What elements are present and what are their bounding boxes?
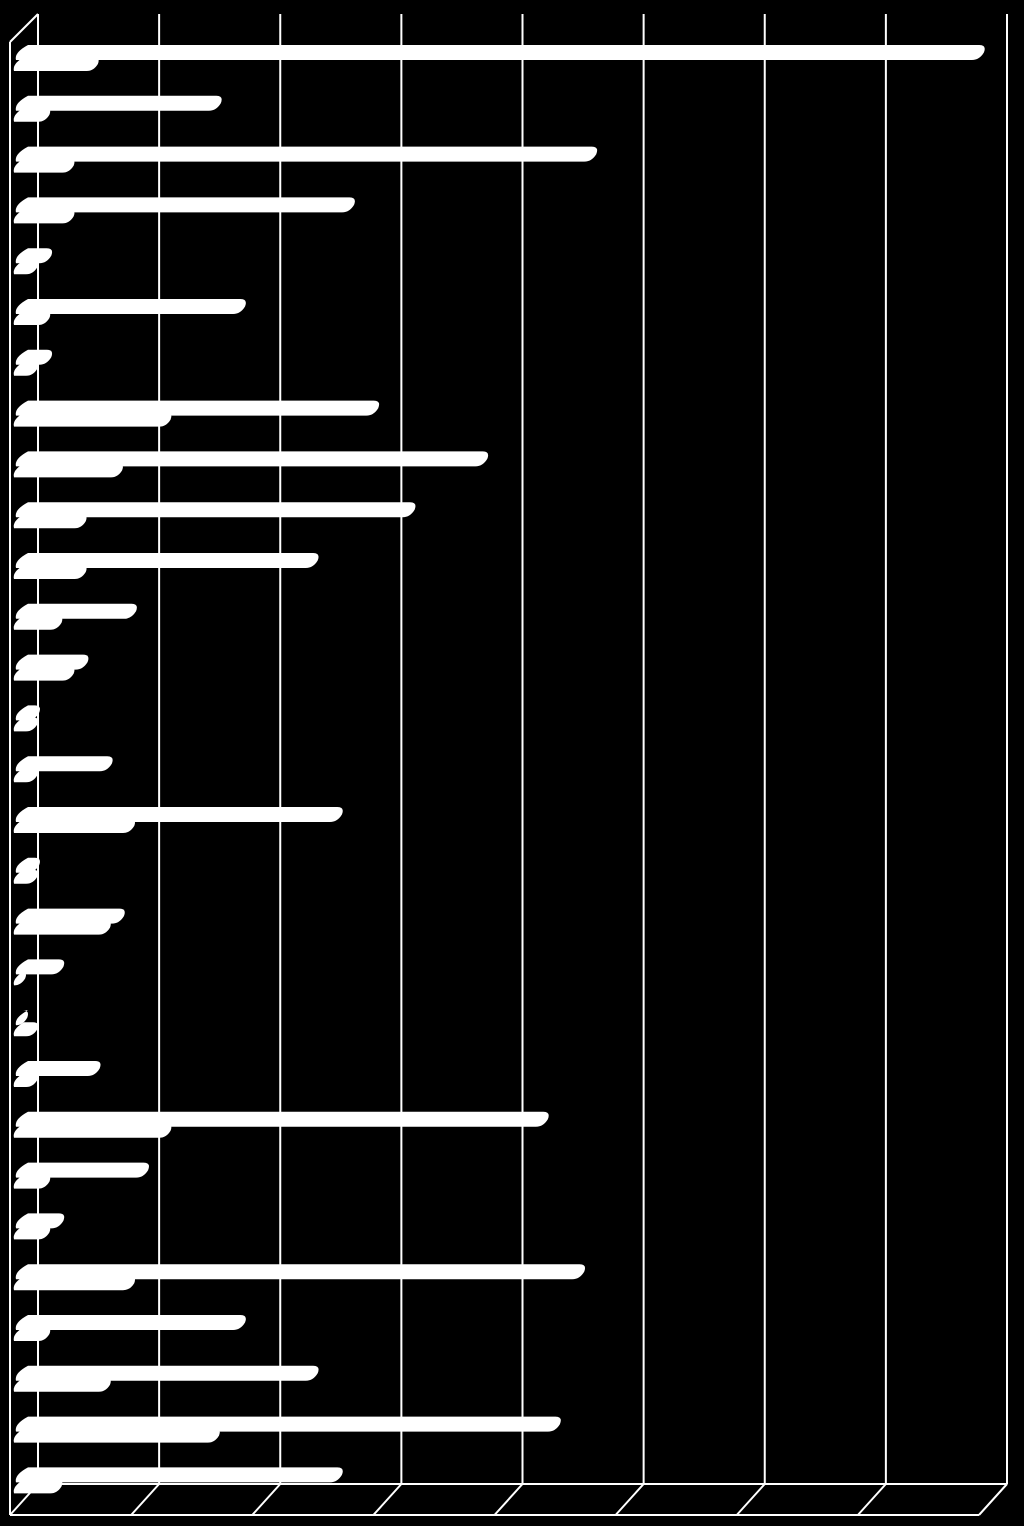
bar-series-2 xyxy=(13,615,63,630)
floor-right-edge xyxy=(978,1483,1008,1516)
bar-series-1 xyxy=(15,1315,246,1330)
floor-gridline xyxy=(130,1483,160,1516)
bar-series-2 xyxy=(13,1022,39,1037)
bar-series-2 xyxy=(13,1073,39,1087)
bar-series-2 xyxy=(13,260,39,275)
bar-series-1 xyxy=(15,451,489,467)
bar-series-2 xyxy=(13,412,172,427)
bar-series-2 xyxy=(13,361,39,376)
bar-series-1 xyxy=(15,705,40,721)
bar-series-2 xyxy=(13,819,136,833)
bar-series-1 xyxy=(15,248,53,264)
bar-series-1 xyxy=(15,756,113,772)
bar-series-2 xyxy=(13,514,87,529)
bar-series-2 xyxy=(13,869,39,884)
bar-series-1 xyxy=(15,1365,319,1381)
bar-series-1 xyxy=(15,553,319,568)
bar-series-1 xyxy=(15,1061,101,1076)
bar-series-2 xyxy=(13,1174,51,1189)
bar-series-1 xyxy=(15,502,416,518)
bar-series-1 xyxy=(15,1467,343,1483)
bar-series-2 xyxy=(13,463,123,478)
bar-series-1 xyxy=(15,400,380,416)
floor-gridline xyxy=(614,1483,645,1516)
floor-gridline xyxy=(736,1483,766,1516)
bar-series-2 xyxy=(13,717,39,732)
bar-series-2 xyxy=(13,565,87,579)
bar-series-2 xyxy=(13,1123,172,1138)
bar-series-2 xyxy=(13,158,75,173)
bar-series-1 xyxy=(15,95,222,111)
bar-series-2 xyxy=(13,209,75,224)
floor-gridline xyxy=(372,1483,403,1516)
bar-series-1 xyxy=(15,1111,549,1127)
bar-series-1 xyxy=(15,908,125,924)
bar-series-1 xyxy=(15,1010,28,1026)
floor-gridline xyxy=(493,1483,524,1516)
bar-series-1 xyxy=(15,807,343,822)
bar-series-1 xyxy=(15,1416,561,1432)
bar-series-1 xyxy=(15,1162,149,1178)
bar-series-2 xyxy=(13,1327,51,1341)
bar-series-1 xyxy=(15,197,355,213)
bar-series-2 xyxy=(13,920,111,935)
bars-layer xyxy=(13,45,985,1494)
bar-series-1 xyxy=(15,299,246,314)
bar-series-2 xyxy=(13,1276,136,1291)
side-wall-top-edge xyxy=(9,13,39,43)
bar-series-2 xyxy=(13,311,51,325)
bar-series-1 xyxy=(15,1264,586,1280)
bar-series-1 xyxy=(15,146,598,162)
bar-series-2 xyxy=(13,971,26,986)
grid-layer xyxy=(9,14,1008,1516)
bar-series-1 xyxy=(15,857,40,873)
bar-series-2 xyxy=(13,768,39,783)
bar-series-1 xyxy=(15,1213,65,1229)
bar-series-2 xyxy=(13,57,99,71)
bar-series-2 xyxy=(13,1428,220,1443)
bar-series-1 xyxy=(15,603,137,619)
bar-series-1 xyxy=(15,654,89,670)
bar-series-1 xyxy=(15,349,53,365)
bar-series-2 xyxy=(13,1479,63,1494)
bar-series-2 xyxy=(13,666,75,681)
bar-series-1 xyxy=(15,959,65,975)
floor-gridline xyxy=(251,1483,281,1516)
floor-gridline xyxy=(857,1483,887,1516)
bar-series-2 xyxy=(13,107,51,122)
bar-series-2 xyxy=(13,1225,51,1240)
plot-frame xyxy=(9,13,1008,1516)
bar-series-2 xyxy=(13,1377,111,1392)
bar-series-1 xyxy=(15,45,985,60)
